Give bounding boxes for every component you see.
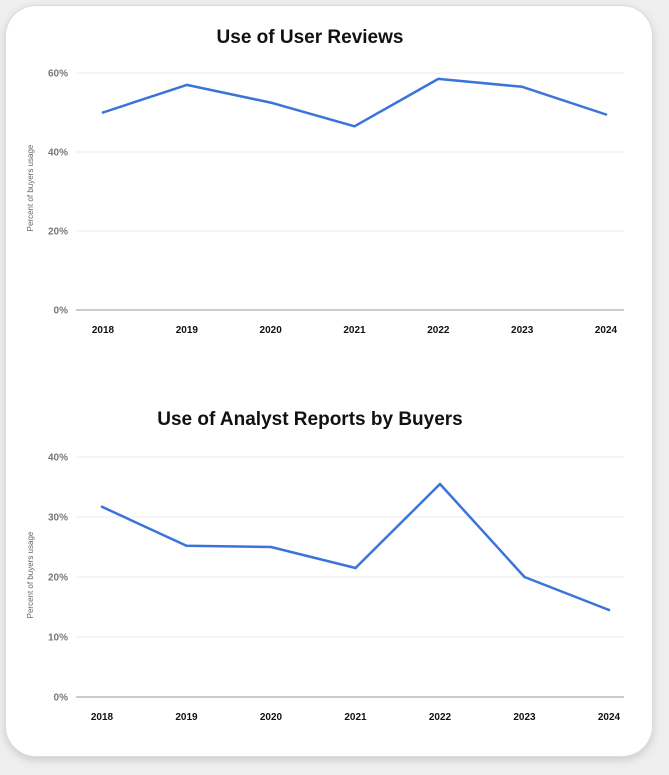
data-point — [354, 566, 357, 570]
x-tick-label: 2023 — [511, 325, 534, 336]
data-point — [604, 113, 608, 116]
y-tick-label: 60% — [48, 69, 68, 80]
x-tick-label: 2024 — [598, 712, 621, 723]
data-point — [607, 608, 611, 612]
data-point — [523, 575, 526, 579]
x-tick-label: 2019 — [175, 712, 198, 723]
data-point — [269, 545, 273, 549]
x-tick-label: 2019 — [176, 325, 199, 336]
data-point — [353, 125, 356, 128]
data-point — [185, 544, 188, 547]
x-tick-label: 2024 — [595, 325, 618, 336]
x-tick-label: 2022 — [427, 325, 450, 336]
y-axis-label: Percent of buyers usage — [26, 531, 35, 618]
chart-title: Use of Analyst Reports by Buyers — [157, 409, 463, 430]
x-tick-label: 2022 — [429, 712, 452, 723]
data-point — [101, 111, 105, 114]
series-line — [100, 482, 611, 612]
user-reviews-chart: Use of User Reviews Percent of buyers us… — [26, 27, 624, 336]
x-tick-label: 2020 — [260, 712, 283, 723]
data-point — [520, 85, 524, 89]
y-tick-label: 40% — [48, 453, 68, 464]
data-point — [438, 482, 442, 486]
y-tick-label: 20% — [48, 573, 68, 584]
y-tick-label: 0% — [54, 693, 69, 704]
y-tick-label: 30% — [48, 513, 68, 524]
series-line — [101, 77, 608, 128]
data-point — [269, 101, 272, 104]
y-tick-label: 10% — [48, 633, 68, 644]
analyst-reports-chart: Use of Analyst Reports by Buyers Percent… — [26, 409, 624, 723]
x-tick-label: 2018 — [91, 712, 114, 723]
data-point — [100, 505, 104, 508]
y-tick-label: 0% — [54, 306, 69, 317]
y-tick-label: 40% — [48, 148, 68, 159]
data-point — [437, 77, 440, 81]
x-tick-label: 2023 — [513, 712, 536, 723]
x-tick-label: 2021 — [344, 712, 367, 723]
chart-title: Use of User Reviews — [217, 27, 404, 48]
y-axis-label: Percent of buyers usage — [26, 144, 35, 231]
x-tick-label: 2018 — [92, 325, 115, 336]
chart-card — [6, 6, 652, 756]
y-tick-label: 20% — [48, 227, 68, 238]
data-point — [185, 83, 189, 87]
x-tick-label: 2021 — [343, 325, 366, 336]
x-tick-label: 2020 — [260, 325, 283, 336]
